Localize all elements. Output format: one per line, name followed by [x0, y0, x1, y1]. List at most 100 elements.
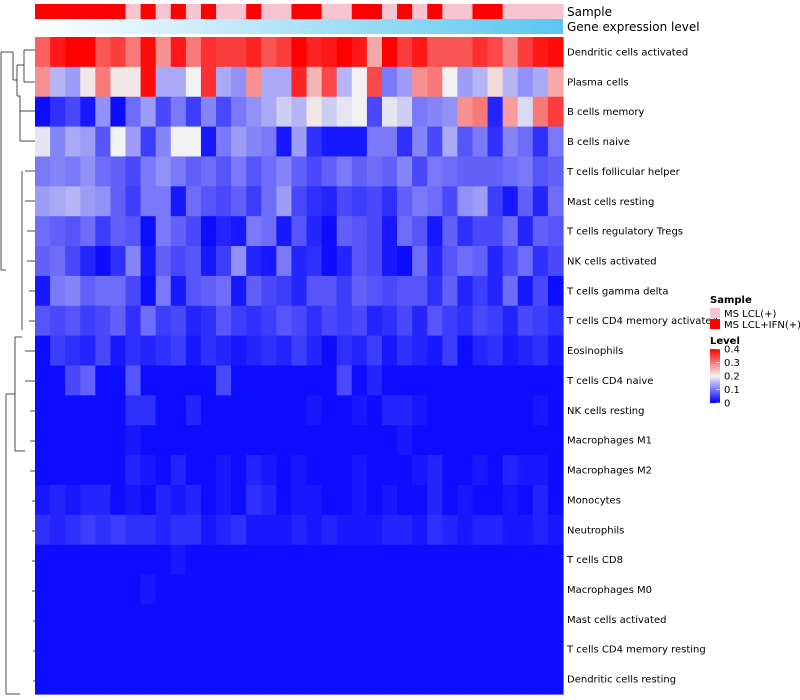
heatmap-cell — [200, 425, 217, 456]
heatmap-cell — [125, 246, 142, 277]
heatmap-cell — [216, 96, 232, 128]
heatmap-cell — [397, 395, 413, 426]
heatmap-cell — [351, 634, 368, 665]
heatmap-cell — [95, 484, 112, 516]
heatmap-cell — [351, 96, 368, 128]
heatmap-cell — [351, 246, 368, 277]
heatmap-cell — [185, 246, 202, 277]
heatmap-cell — [125, 484, 142, 516]
heatmap-cell — [155, 664, 172, 695]
heatmap-cell — [336, 395, 353, 426]
heatmap-cell — [366, 246, 383, 277]
heatmap-cell — [170, 574, 187, 606]
heatmap-cell — [125, 96, 142, 128]
heatmap-cell — [291, 455, 308, 486]
heatmap-cell — [110, 574, 127, 606]
heatmap-cell — [336, 514, 353, 546]
heatmap-cell — [487, 514, 504, 546]
heatmap-cell — [65, 335, 81, 367]
heatmap-cell — [95, 305, 112, 337]
heatmap-cell — [95, 186, 112, 217]
heatmap-cell — [547, 455, 564, 486]
heatmap-cell — [351, 395, 368, 426]
sample-legend: Sample MS LCL(+) MS LCL+IFN(+) — [710, 295, 800, 331]
heatmap-cell — [487, 126, 504, 158]
heatmap-cell — [517, 156, 534, 187]
heatmap-cell — [336, 216, 353, 247]
heatmap-cell — [351, 574, 368, 606]
heatmap-cell — [291, 335, 308, 367]
heatmap-cell — [276, 186, 293, 217]
heatmap-cell — [276, 664, 293, 695]
row-label: Mast cells resting — [567, 197, 654, 208]
heatmap-cell — [336, 275, 353, 307]
heatmap-cell — [547, 96, 564, 128]
heatmap-cell — [35, 514, 51, 546]
heatmap-cell — [140, 275, 157, 307]
heatmap-cell — [412, 425, 428, 456]
level-legend-ticks: 0.4 0.3 0.2 0.1 0 — [716, 345, 740, 410]
heatmap-cell — [35, 484, 51, 516]
sample-annotation-track — [35, 4, 564, 19]
heatmap-cell — [457, 425, 474, 456]
heatmap-cell — [185, 305, 202, 337]
heatmap-cell — [427, 156, 443, 187]
heatmap-cell — [427, 455, 443, 486]
heatmap-cell — [306, 96, 323, 128]
row-label: T cells CD4 memory activated — [566, 316, 718, 327]
heatmap-cell — [351, 514, 368, 546]
heatmap-cell — [381, 425, 398, 456]
heatmap-cell — [457, 484, 474, 516]
heatmap-cell — [170, 66, 187, 98]
heatmap-cell — [200, 634, 217, 665]
heatmap-cell — [547, 484, 564, 516]
row-label: B cells memory — [567, 107, 644, 118]
heatmap-cell — [412, 574, 428, 606]
heatmap-cell — [216, 484, 232, 516]
heatmap-cell — [35, 126, 51, 158]
heatmap-cell — [397, 216, 413, 247]
heatmap-cell — [547, 126, 564, 158]
sample-annotation-cell — [502, 4, 519, 19]
sample-annotation-cell — [547, 4, 564, 19]
heatmap-cell — [366, 156, 383, 187]
heatmap-cell — [261, 395, 277, 426]
heatmap-cell — [547, 216, 564, 247]
heatmap-cell — [170, 275, 187, 307]
heatmap-cell — [412, 544, 428, 576]
heatmap-cell — [397, 156, 413, 187]
heatmap-cell — [216, 305, 232, 337]
heatmap-cell — [351, 126, 368, 158]
heatmap-cell — [155, 514, 172, 546]
heatmap-cell — [155, 126, 172, 158]
heatmap-cell — [351, 186, 368, 217]
heatmap-cell — [155, 156, 172, 187]
heatmap-cell — [547, 425, 564, 456]
heatmap-cell — [65, 514, 81, 546]
heatmap-cell — [185, 425, 202, 456]
heatmap-cell — [321, 275, 338, 307]
row-label: T cells CD8 — [566, 555, 623, 566]
heatmap-cell — [261, 275, 277, 307]
heatmap-cell — [261, 604, 277, 635]
heatmap-cell — [291, 365, 308, 396]
heatmap-cell — [170, 365, 187, 396]
heatmap-cell — [170, 126, 187, 158]
heatmap-cell — [216, 455, 232, 486]
heatmap-cell — [80, 275, 96, 307]
heatmap-cell — [95, 156, 112, 187]
heatmap-cell — [80, 96, 96, 128]
heatmap-cell — [125, 455, 142, 486]
heatmap-cell — [366, 275, 383, 307]
heatmap-cell — [246, 544, 262, 576]
heatmap-cell — [532, 156, 549, 187]
heatmap-cell — [351, 305, 368, 337]
heatmap-cell — [50, 455, 66, 486]
level-legend-tick-label: 0 — [724, 399, 730, 410]
heatmap-cell — [427, 305, 443, 337]
sample-annotation-cell — [185, 4, 202, 19]
heatmap-cell — [110, 395, 127, 426]
heatmap-cell — [200, 156, 217, 187]
heatmap-cell — [306, 37, 323, 68]
heatmap-cell — [276, 455, 293, 486]
